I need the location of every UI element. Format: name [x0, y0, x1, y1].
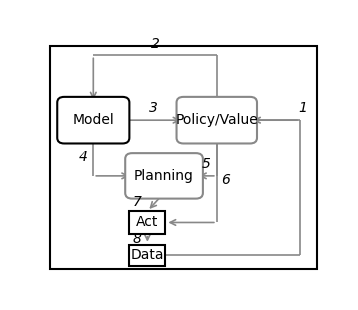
Text: Data: Data	[131, 248, 164, 263]
Text: 5: 5	[202, 157, 211, 171]
Text: Policy/Value: Policy/Value	[175, 113, 258, 127]
Text: Model: Model	[72, 113, 114, 127]
Text: Act: Act	[136, 215, 159, 229]
Text: 6: 6	[221, 173, 230, 187]
FancyBboxPatch shape	[129, 245, 165, 266]
Text: 8: 8	[132, 232, 141, 246]
FancyBboxPatch shape	[176, 97, 257, 144]
Text: 3: 3	[149, 101, 158, 115]
Text: 2: 2	[151, 37, 159, 51]
FancyBboxPatch shape	[125, 153, 203, 199]
FancyBboxPatch shape	[129, 211, 165, 234]
Text: Planning: Planning	[134, 169, 194, 183]
FancyBboxPatch shape	[57, 97, 129, 144]
Text: 4: 4	[79, 150, 88, 164]
Text: 7: 7	[132, 195, 141, 209]
Text: 1: 1	[298, 101, 307, 115]
